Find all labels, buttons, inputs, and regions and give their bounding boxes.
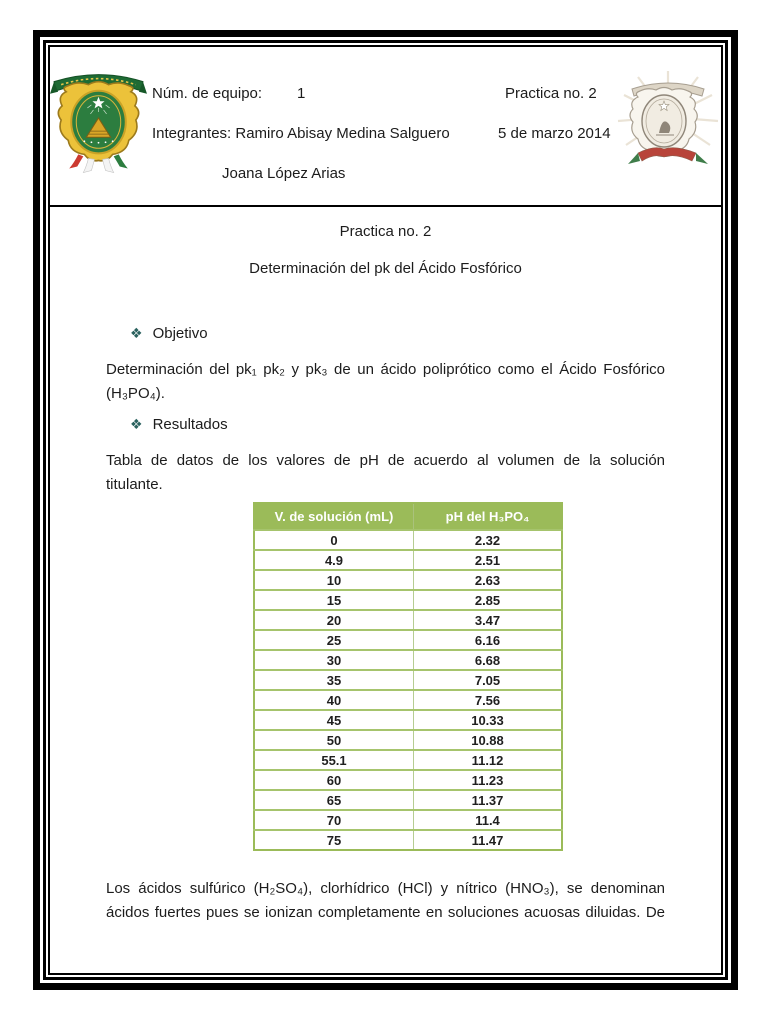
table-row: 35 7.05 (254, 669, 562, 690)
paragraph-line: Los ácidos sulfúrico (H₂SO₄), clorhídric… (106, 880, 665, 897)
table-row: 15 2.85 (254, 589, 562, 610)
table-row: 60 11.23 (254, 769, 562, 790)
page-content-area: Núm. de equipo: 1 Practica no. 2 Integra… (48, 45, 723, 975)
table-cell: 11.23 (413, 769, 562, 790)
ph-table-header-row: V. de solución (mL) pH del H₃PO₄ (254, 503, 562, 530)
table-cell: 40 (254, 689, 414, 710)
table-cell: 50 (254, 729, 414, 750)
report-header: Núm. de equipo: 1 Practica no. 2 Integra… (50, 47, 721, 207)
ph-data-table-wrap: V. de solución (mL) pH del H₃PO₄ 0 2.32 4.… (253, 502, 665, 851)
table-row: 10 2.63 (254, 569, 562, 590)
table-row: 70 11.4 (254, 809, 562, 830)
table-cell: 10 (254, 569, 414, 590)
table-intro-paragraph: Tabla de datos de los valores de pH de a… (106, 449, 665, 497)
closing-paragraph: Los ácidos sulfúrico (H₂SO₄), clorhídric… (106, 877, 665, 925)
objective-paragraph: Determinación del pk₁ pk₂ y pk₃ de un ác… (106, 358, 665, 406)
table-row: 50 10.88 (254, 729, 562, 750)
section-objective-label: Objetivo (152, 325, 208, 342)
section-results-label: Resultados (152, 416, 228, 433)
table-cell: 15 (254, 589, 414, 610)
table-row: 0 2.32 (254, 529, 562, 550)
table-cell: 7.56 (413, 689, 562, 710)
column-header-ph: pH del H₃PO₄ (413, 503, 562, 530)
section-objective: ❖ Objetivo (106, 325, 665, 342)
document-subtitle: Determinación del pk del Ácido Fosfórico (249, 260, 522, 277)
table-cell: 6.16 (413, 629, 562, 650)
table-row: 25 6.16 (254, 629, 562, 650)
paragraph-line: ácidos fuertes pues se ionizan completam… (106, 904, 665, 921)
table-cell: 70 (254, 809, 414, 830)
table-row: 45 10.33 (254, 709, 562, 730)
table-cell: 25 (254, 629, 414, 650)
table-cell: 10.88 (413, 729, 562, 750)
section-results: ❖ Resultados (106, 416, 665, 433)
ph-table-head: V. de solución (mL) pH del H₃PO₄ (254, 503, 562, 530)
practice-number: Practica no. 2 (505, 85, 597, 102)
table-row: 65 11.37 (254, 789, 562, 810)
table-cell: 6.68 (413, 649, 562, 670)
table-row: 30 6.68 (254, 649, 562, 670)
members-line: Integrantes: Ramiro Abisay Medina Salgue… (152, 125, 450, 142)
table-cell: 55.1 (254, 749, 414, 770)
table-cell: 7.05 (413, 669, 562, 690)
table-row: 75 11.47 (254, 829, 562, 850)
table-row: 55.1 11.12 (254, 749, 562, 770)
column-header-volume: V. de solución (mL) (254, 503, 414, 530)
table-cell: 20 (254, 609, 414, 630)
uaemex-crest-watermark-icon (612, 65, 721, 182)
report-date: 5 de marzo 2014 (498, 125, 611, 142)
table-cell: 0 (254, 529, 414, 550)
table-cell: 11.4 (413, 809, 562, 830)
table-cell: 10.33 (413, 709, 562, 730)
report-body: Practica no. 2 Determinación del pk del … (50, 223, 721, 925)
table-cell: 45 (254, 709, 414, 730)
table-cell: 35 (254, 669, 414, 690)
diamond-bullet-icon: ❖ (130, 416, 143, 432)
paragraph-line: titulante. (106, 476, 163, 493)
page-border-frame-middle: Núm. de equipo: 1 Practica no. 2 Integra… (43, 40, 728, 980)
table-row: 40 7.56 (254, 689, 562, 710)
table-cell: 11.47 (413, 829, 562, 850)
team-number-label: Núm. de equipo: (152, 85, 263, 102)
page-border-frame: Núm. de equipo: 1 Practica no. 2 Integra… (33, 30, 738, 990)
table-cell: 65 (254, 789, 414, 810)
table-row: 4.9 2.51 (254, 549, 562, 570)
paragraph-line: Determinación del pk₁ pk₂ y pk₃ de un ác… (106, 361, 665, 378)
table-cell: 11.37 (413, 789, 562, 810)
ph-table-body: 0 2.32 4.9 2.51 10 2.63 15 2.85 20 3.47 25 6.16 30 6.… (254, 529, 562, 850)
table-cell: 11.12 (413, 749, 562, 770)
diamond-bullet-icon: ❖ (130, 325, 143, 341)
table-cell: 2.32 (413, 529, 562, 550)
uaemex-crest-color-icon (50, 60, 149, 180)
member2-name: Joana López Arias (222, 165, 346, 182)
document-title: Practica no. 2 (339, 223, 432, 240)
paragraph-line: Tabla de datos de los valores de pH de a… (106, 452, 665, 469)
ph-data-table: V. de solución (mL) pH del H₃PO₄ 0 2.32 4.… (253, 502, 563, 851)
table-cell: 75 (254, 829, 414, 850)
paragraph-line: (H₃PO₄). (106, 385, 165, 402)
table-cell: 4.9 (254, 549, 414, 570)
table-cell: 2.63 (413, 569, 562, 590)
table-cell: 30 (254, 649, 414, 670)
table-row: 20 3.47 (254, 609, 562, 630)
table-cell: 2.51 (413, 549, 562, 570)
table-cell: 60 (254, 769, 414, 790)
table-cell: 2.85 (413, 589, 562, 610)
table-cell: 3.47 (413, 609, 562, 630)
team-number-value: 1 (297, 85, 306, 102)
